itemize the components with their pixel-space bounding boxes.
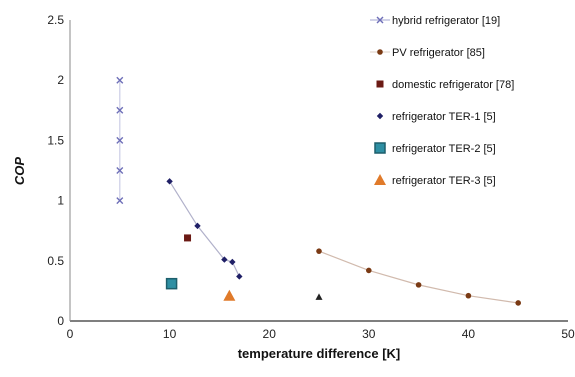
legend-label: domestic refrigerator [78]	[392, 79, 514, 91]
y-tick-label: 2	[57, 73, 64, 87]
data-point	[515, 300, 521, 306]
data-point	[221, 256, 228, 263]
axes	[69, 20, 568, 322]
legend-marker	[376, 80, 384, 88]
legend-label: hybrid refrigerator [19]	[392, 15, 500, 27]
y-tick-label: 1	[57, 194, 64, 208]
legend-label: PV refrigerator [85]	[392, 47, 485, 59]
x-tick-label: 0	[67, 327, 74, 341]
data-point	[366, 267, 372, 274]
x-axis-title: temperature difference [K]	[238, 346, 401, 361]
x-tick-label: 30	[362, 327, 376, 341]
data-points	[116, 76, 521, 306]
data-point	[315, 293, 323, 300]
y-axis-title: COP	[12, 157, 27, 186]
y-tick-labels: 0 0.5 1 1.5 2 2.5	[47, 13, 64, 328]
y-tick-label: 0	[57, 314, 64, 328]
legend: hybrid refrigerator [19] PV refrigerator …	[370, 15, 514, 187]
legend-marker	[374, 142, 386, 154]
legend-marker	[374, 174, 386, 185]
data-point	[316, 248, 322, 254]
legend-marker	[376, 112, 384, 120]
data-point	[116, 106, 124, 114]
data-point	[223, 289, 236, 301]
legend-label: refrigerator TER-1 [5]	[392, 111, 496, 123]
data-point	[184, 234, 192, 242]
legend-marker	[376, 16, 384, 24]
y-tick-label: 2.5	[47, 13, 64, 27]
data-point	[236, 273, 243, 280]
data-point	[465, 292, 472, 299]
legend-marker	[377, 49, 383, 55]
series-line	[169, 181, 240, 277]
series-line	[318, 250, 519, 304]
legend-label: refrigerator TER-2 [5]	[392, 143, 496, 155]
x-tick-label: 40	[462, 327, 476, 341]
data-point	[116, 197, 124, 205]
data-point	[116, 76, 124, 84]
x-tick-label: 50	[561, 327, 575, 341]
x-tick-label: 10	[163, 327, 177, 341]
x-tick-labels: 0 10 20 30 40 50	[67, 327, 575, 341]
data-point	[166, 178, 173, 185]
data-point	[229, 258, 236, 266]
data-point	[116, 136, 124, 144]
legend-label: refrigerator TER-3 [5]	[392, 175, 496, 187]
y-tick-label: 0.5	[47, 254, 64, 268]
data-point	[194, 222, 201, 230]
data-point	[165, 277, 178, 290]
data-point	[415, 282, 422, 288]
y-tick-label: 1.5	[47, 133, 64, 147]
x-tick-label: 20	[263, 327, 277, 341]
data-point	[116, 167, 124, 174]
